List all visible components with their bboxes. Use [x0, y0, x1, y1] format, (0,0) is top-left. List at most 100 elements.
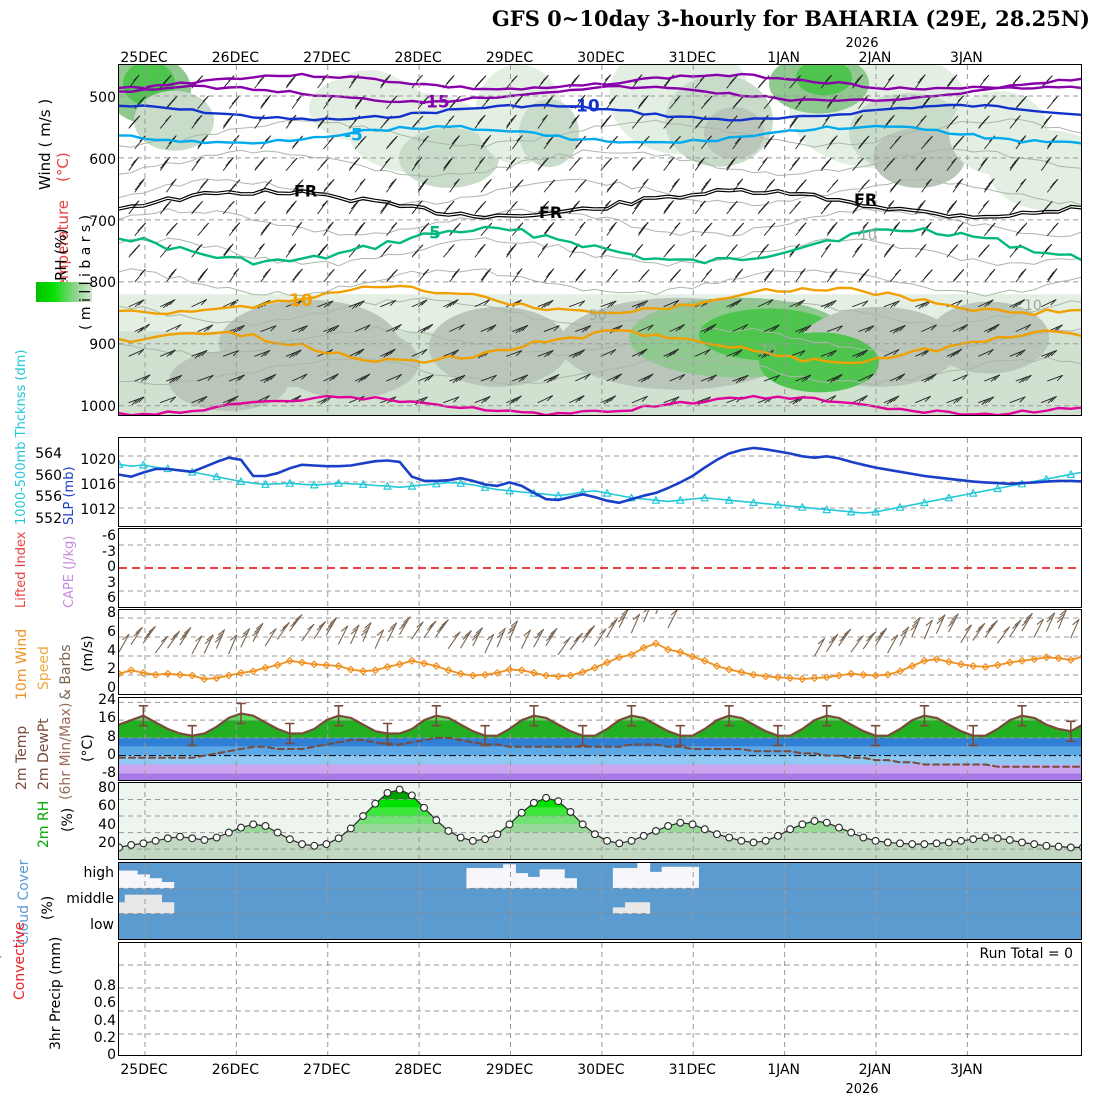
precipitation-panel[interactable]: Run Total = 0 — [118, 942, 1082, 1056]
y-tick: 1016 — [80, 477, 116, 493]
contour-label--15: -15 — [419, 92, 450, 112]
y-tick: 564 — [35, 446, 62, 462]
precip-convective-axis-label: Convective — [12, 921, 28, 1000]
cloud-row-label-high: high — [83, 865, 114, 881]
date-label-28dec: 28DEC — [394, 1062, 442, 1078]
date-label-26dec: 26DEC — [211, 50, 259, 66]
date-label-28dec: 28DEC — [394, 50, 442, 66]
contour-label--5: -5 — [344, 126, 363, 146]
date-label-27dec: 27DEC — [303, 1062, 351, 1078]
date-label-31dec: 31DEC — [668, 50, 716, 66]
bottom-year-label: 2026 — [845, 1082, 879, 1097]
y-tick: 6 — [107, 623, 116, 640]
y-tick: 1020 — [80, 452, 116, 468]
rh-contour-label: 50 — [589, 308, 607, 324]
date-label-2jan: 2JAN — [858, 1062, 892, 1078]
date-label-27dec: 27DEC — [303, 50, 351, 66]
y-tick: 600 — [89, 151, 116, 168]
y-tick: 0.4 — [93, 1012, 116, 1029]
p-temp-canvas — [119, 698, 1081, 780]
y-tick: 2 — [107, 661, 116, 678]
y-tick: 20 — [98, 835, 116, 851]
date-label-29dec: 29DEC — [485, 1062, 534, 1078]
y-tick: 1012 — [80, 502, 116, 518]
contour-label--10: -10 — [569, 96, 600, 116]
y-tick: 3 — [107, 574, 116, 591]
p-cloud-canvas — [119, 863, 1081, 939]
top-year-label: 2026 — [845, 36, 879, 51]
y-tick: 0 — [107, 559, 116, 575]
y-tick: 500 — [89, 90, 116, 106]
upper-pressure-axis-label: ( m i l l i b a r s ) — [78, 214, 94, 330]
cloud-unit-axis-label: (%) — [40, 895, 56, 920]
y-tick: -3 — [102, 543, 116, 560]
cloud-cover-panel[interactable] — [118, 862, 1082, 940]
y-tick: 40 — [98, 816, 116, 833]
wind-speed-panel[interactable] — [118, 609, 1082, 695]
cloud-row-label-middle: middle — [66, 891, 114, 907]
y-tick: 0 — [107, 746, 116, 763]
date-label-1jan: 1JAN — [767, 50, 801, 66]
date-label-2jan: 2JAN — [858, 50, 892, 66]
y-tick: 900 — [89, 337, 116, 354]
p-upper-canvas: -15-10-5FRFRFR5103050701010 — [119, 65, 1081, 415]
date-label-25dec: 25DEC — [120, 50, 168, 66]
y-tick: 24 — [98, 692, 116, 708]
y-tick: 0.6 — [93, 995, 116, 1012]
upper-air-panel[interactable]: -15-10-5FRFRFR5103050701010 — [118, 64, 1082, 416]
y-tick: 4 — [107, 642, 116, 659]
y-tick: 8 — [107, 605, 116, 621]
y-tick: 700 — [89, 213, 116, 230]
upper-rh-axis-label-box: RH (%) — [36, 229, 93, 302]
y-tick: -8 — [102, 765, 116, 781]
y-tick: 1000 — [80, 399, 116, 415]
date-label-29dec: 29DEC — [485, 50, 534, 66]
temp-axis-label: 2m Temp — [14, 725, 30, 790]
upper-wind-axis-label: Wind ( m/s ) — [36, 98, 54, 190]
p-slp-canvas — [119, 438, 1081, 526]
y-tick: 0 — [107, 680, 116, 696]
relative-humidity-panel[interactable] — [118, 782, 1082, 860]
slp-thickness-panel[interactable] — [118, 437, 1082, 527]
date-label-25dec: 25DEC — [120, 1062, 168, 1078]
date-label-1jan: 1JAN — [767, 1062, 801, 1078]
y-tick: 552 — [35, 511, 62, 527]
y-tick: 80 — [98, 780, 116, 796]
y-tick: 60 — [98, 798, 116, 815]
rh-axis-label: 2m RH — [36, 800, 52, 848]
p-rh-canvas — [119, 783, 1081, 859]
p-wind-canvas — [119, 610, 1081, 694]
cloud-row-label-low: low — [90, 917, 114, 933]
contour-label-5: 5 — [429, 223, 441, 243]
y-tick: 0 — [107, 1047, 116, 1063]
page-title: GFS 0~10day 3-hourly for BAHARIA (29E, 2… — [491, 6, 1090, 31]
temperature-dewpoint-panel[interactable] — [118, 697, 1082, 781]
wind-speed-axis-label: Speed — [36, 646, 52, 690]
y-tick: 6 — [107, 590, 116, 606]
y-tick: 800 — [89, 275, 116, 292]
rh-contour-label: 70 — [759, 343, 777, 359]
lifted-index-axis-label: Lifted Index — [14, 531, 29, 608]
slp-axis-label: SLP (mb) — [62, 466, 77, 525]
rh-contour-label: 10 — [859, 228, 877, 244]
date-label-3jan: 3JAN — [949, 50, 983, 66]
p-precip-canvas — [119, 943, 1081, 1055]
dewpt-axis-label: 2m DewPt — [36, 718, 52, 790]
contour-label-fr: FR — [539, 203, 562, 222]
date-label-30dec: 30DEC — [577, 50, 625, 66]
y-tick: 0.8 — [93, 978, 116, 994]
y-tick: 0.2 — [93, 1029, 116, 1046]
date-label-31dec: 31DEC — [668, 1062, 716, 1078]
contour-label-fr: FR — [294, 181, 317, 200]
upper-rh-axis-label: RH (%) — [52, 228, 70, 281]
y-tick: 556 — [35, 489, 62, 506]
date-label-3jan: 3JAN — [949, 1062, 983, 1078]
lifted-index-cape-panel[interactable] — [118, 528, 1082, 608]
wind-axis-label: 10m Wind — [14, 628, 30, 700]
run-total-label: Run Total = 0 — [979, 946, 1073, 962]
contour-label-fr: FR — [854, 190, 877, 209]
contour-label-10: 10 — [289, 291, 313, 311]
precip-total-axis-label: tal / Rain — [0, 917, 4, 980]
y-tick: 16 — [98, 710, 116, 727]
p-li-canvas — [119, 529, 1081, 607]
